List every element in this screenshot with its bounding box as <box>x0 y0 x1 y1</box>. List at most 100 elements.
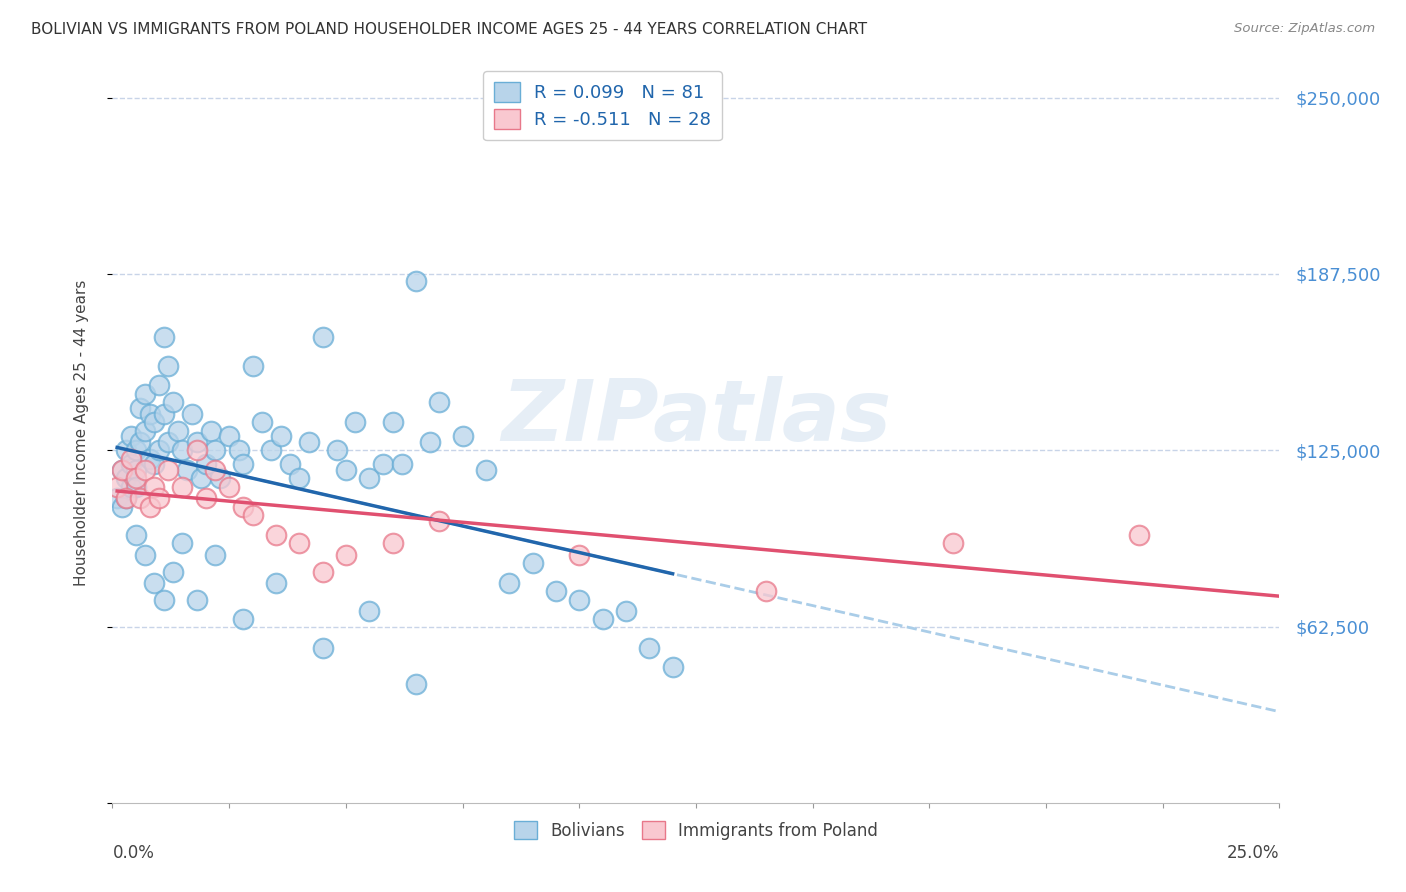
Point <box>228 443 250 458</box>
Point <box>661 660 683 674</box>
Point <box>270 429 292 443</box>
Point <box>359 604 381 618</box>
Point <box>218 429 240 443</box>
Point <box>115 491 138 506</box>
Point <box>125 480 148 494</box>
Point <box>297 434 319 449</box>
Point <box>143 415 166 429</box>
Point <box>139 407 162 421</box>
Point <box>592 612 614 626</box>
Point <box>204 443 226 458</box>
Point <box>115 471 138 485</box>
Point <box>419 434 441 449</box>
Point <box>134 548 156 562</box>
Point <box>335 548 357 562</box>
Point <box>451 429 474 443</box>
Point <box>381 536 404 550</box>
Point <box>129 434 152 449</box>
Point <box>391 458 413 472</box>
Text: 25.0%: 25.0% <box>1227 844 1279 862</box>
Point <box>242 508 264 522</box>
Point <box>139 451 162 466</box>
Point <box>194 491 217 506</box>
Point <box>115 443 138 458</box>
Point <box>153 407 176 421</box>
Point <box>278 458 301 472</box>
Point <box>176 463 198 477</box>
Point <box>232 612 254 626</box>
Point <box>232 500 254 514</box>
Point <box>359 471 381 485</box>
Point <box>172 443 194 458</box>
Point <box>288 536 311 550</box>
Point <box>232 458 254 472</box>
Point <box>264 575 287 590</box>
Text: 0.0%: 0.0% <box>112 844 155 862</box>
Point <box>544 584 567 599</box>
Point <box>153 592 176 607</box>
Point <box>180 407 202 421</box>
Text: ZIPatlas: ZIPatlas <box>501 376 891 459</box>
Point <box>157 359 180 373</box>
Point <box>405 677 427 691</box>
Point <box>134 463 156 477</box>
Point <box>105 491 128 506</box>
Point <box>186 592 208 607</box>
Point <box>942 536 965 550</box>
Point <box>115 491 138 506</box>
Point <box>264 528 287 542</box>
Point <box>186 434 208 449</box>
Legend: R = 0.099   N = 81, R = -0.511   N = 28: R = 0.099 N = 81, R = -0.511 N = 28 <box>484 71 721 140</box>
Point <box>111 500 134 514</box>
Point <box>162 565 184 579</box>
Point <box>125 463 148 477</box>
Point <box>162 395 184 409</box>
Point <box>638 640 661 655</box>
Point <box>148 378 170 392</box>
Point <box>172 480 194 494</box>
Point <box>143 480 166 494</box>
Point <box>157 434 180 449</box>
Text: BOLIVIAN VS IMMIGRANTS FROM POLAND HOUSEHOLDER INCOME AGES 25 - 44 YEARS CORRELA: BOLIVIAN VS IMMIGRANTS FROM POLAND HOUSE… <box>31 22 868 37</box>
Point <box>125 443 148 458</box>
Point <box>125 528 148 542</box>
Point <box>1128 528 1150 542</box>
Point <box>381 415 404 429</box>
Point <box>172 536 194 550</box>
Point <box>260 443 283 458</box>
Point <box>373 458 395 472</box>
Point <box>335 463 357 477</box>
Point <box>111 463 134 477</box>
Point <box>190 471 212 485</box>
Point <box>568 548 591 562</box>
Point <box>427 514 450 528</box>
Point <box>242 359 264 373</box>
Point <box>250 415 273 429</box>
Point <box>325 443 347 458</box>
Point <box>568 592 591 607</box>
Point <box>143 458 166 472</box>
Point <box>208 471 231 485</box>
Point <box>288 471 311 485</box>
Point <box>475 463 498 477</box>
Point <box>120 480 142 494</box>
Point <box>120 458 142 472</box>
Point <box>218 480 240 494</box>
Point <box>498 575 520 590</box>
Point <box>405 274 427 288</box>
Point <box>111 463 134 477</box>
Point <box>148 491 170 506</box>
Point <box>311 565 333 579</box>
Point <box>427 395 450 409</box>
Point <box>143 575 166 590</box>
Point <box>120 429 142 443</box>
Point <box>129 401 152 415</box>
Point <box>134 387 156 401</box>
Point <box>522 556 544 570</box>
Point <box>204 548 226 562</box>
Point <box>157 463 180 477</box>
Point <box>134 424 156 438</box>
Point <box>311 640 333 655</box>
Text: Source: ZipAtlas.com: Source: ZipAtlas.com <box>1234 22 1375 36</box>
Point <box>153 330 176 344</box>
